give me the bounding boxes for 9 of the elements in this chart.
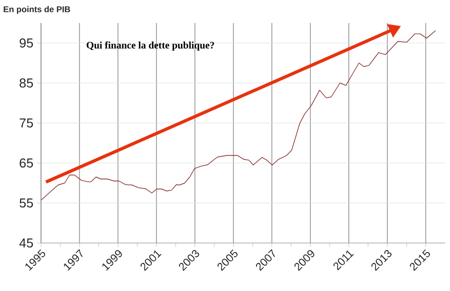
y-axis-title: En points de PIB	[4, 6, 70, 14]
y-tick-label: 85	[20, 78, 33, 88]
y-tick-label: 45	[19, 238, 33, 248]
text: Qui finance la dette publique?	[86, 41, 214, 51]
y-tick-label: 65	[20, 158, 33, 168]
line-series	[40, 30, 436, 201]
y-tick-label: 75	[20, 118, 33, 128]
y-tick-label: 55	[20, 198, 33, 208]
y-tick-label: 95	[20, 38, 33, 48]
